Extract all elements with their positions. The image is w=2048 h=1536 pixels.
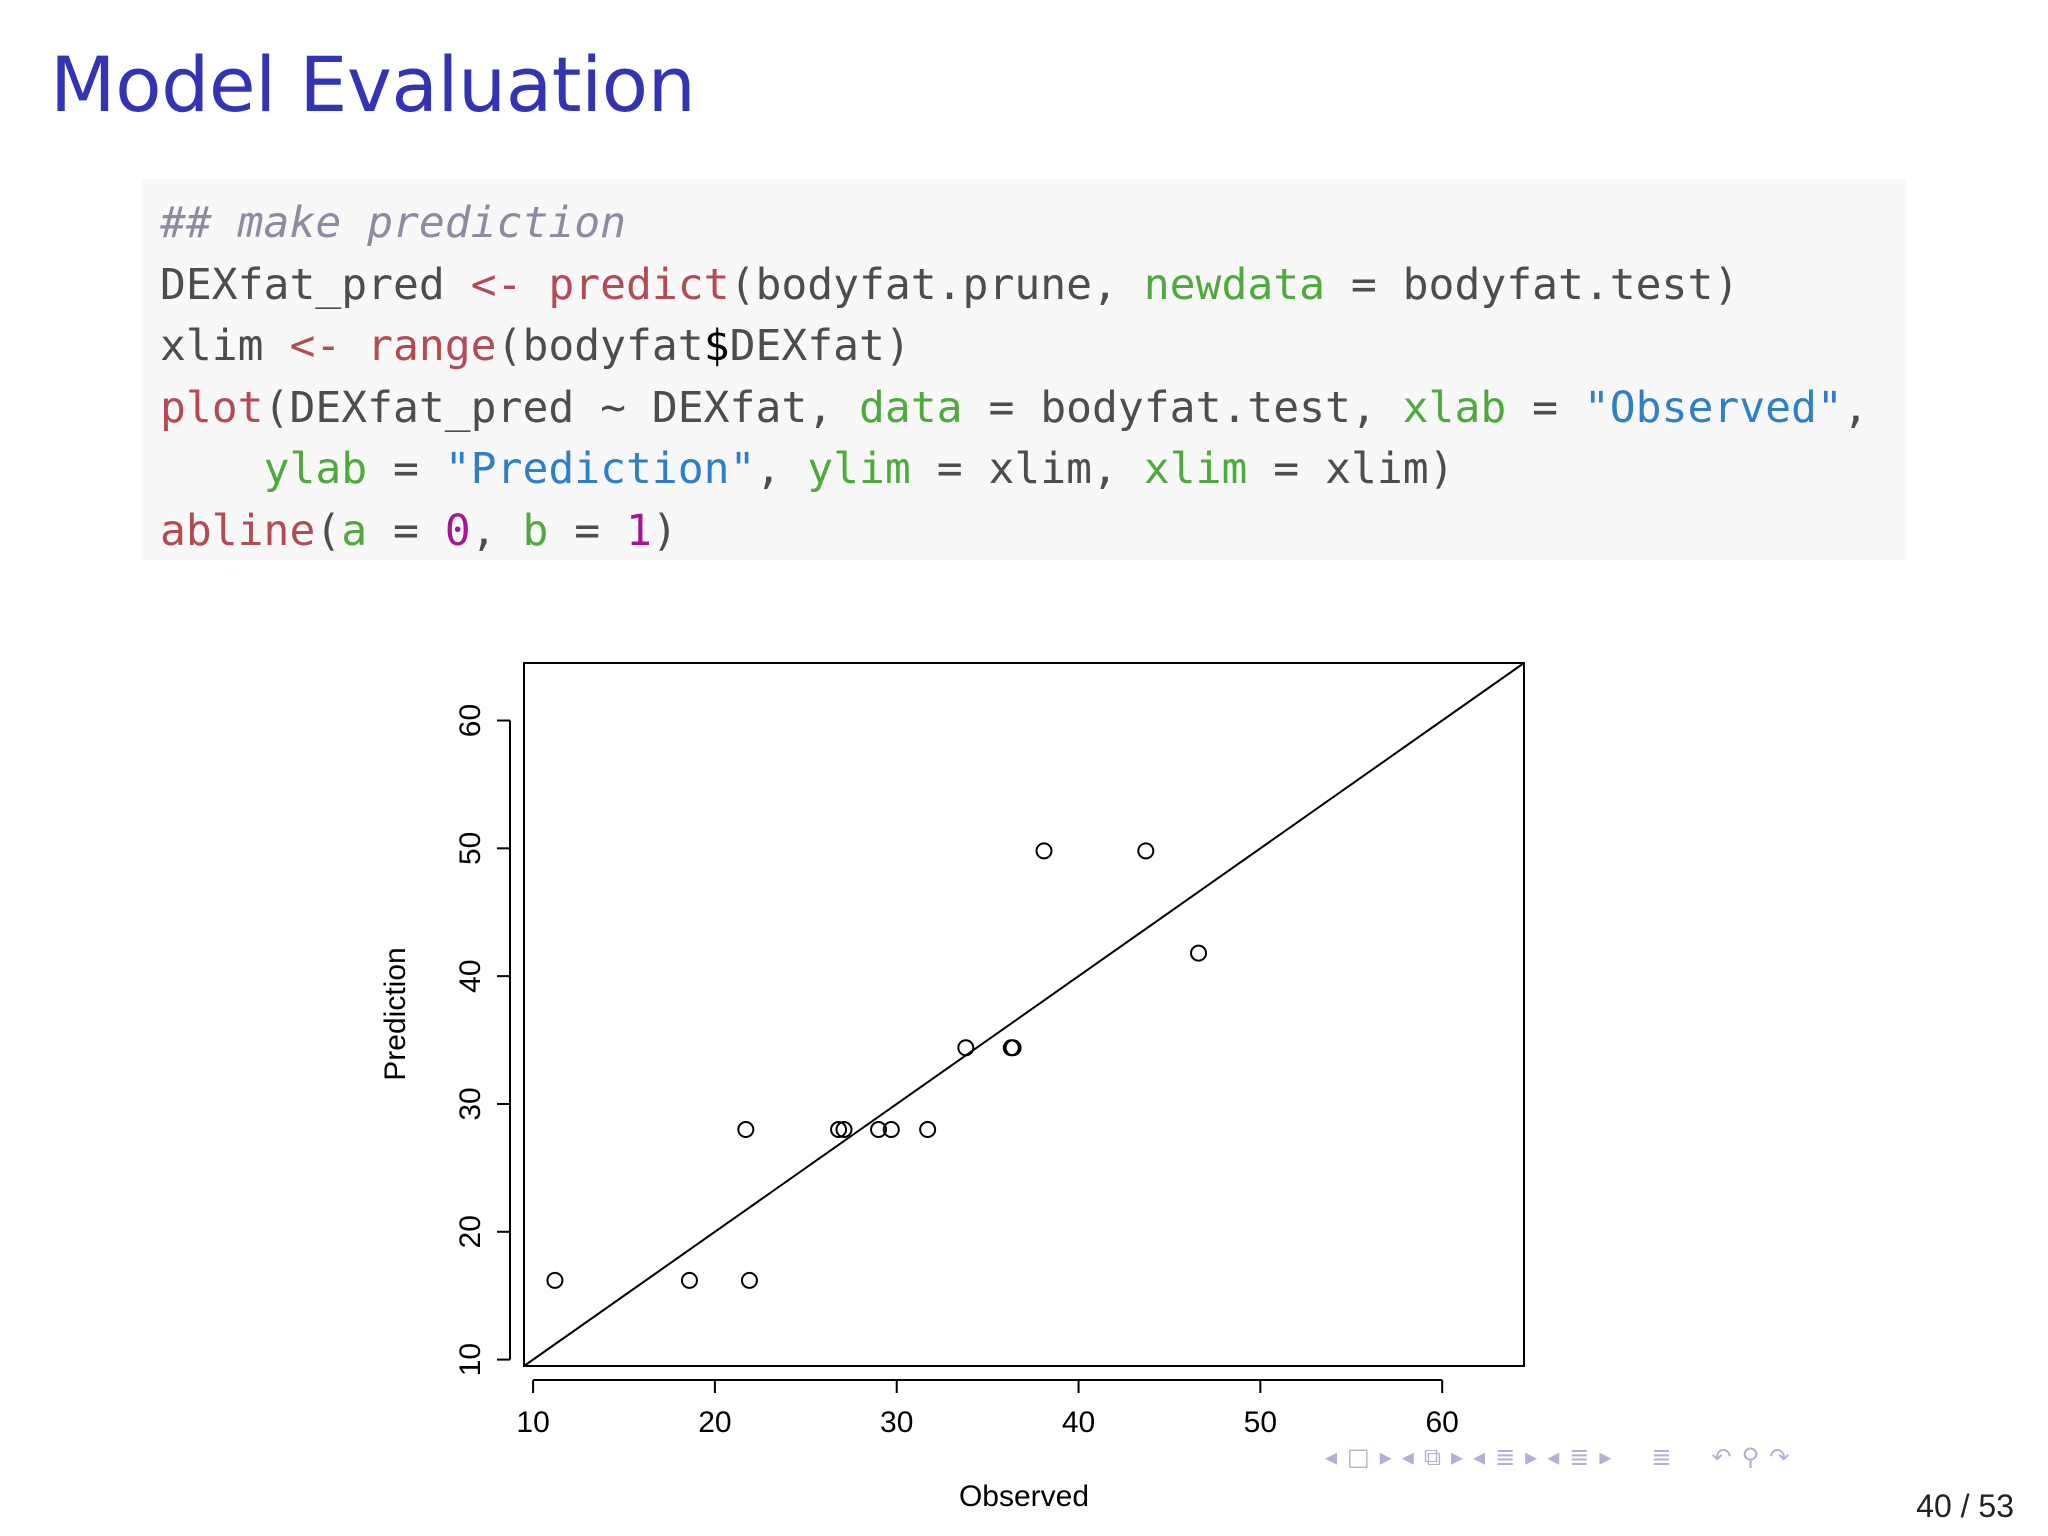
page-number: 40 / 53 <box>1916 1488 2014 1525</box>
nav-next-part-icon[interactable]: ▸ <box>1599 1443 1612 1471</box>
code-token: xlim <box>160 321 264 371</box>
code-token: = <box>910 444 989 494</box>
nav-toc-icon[interactable]: ≣ <box>1651 1443 1672 1471</box>
plot-content: 10 20 30 40 50 60 10 20 30 40 50 60 <box>454 662 1525 1439</box>
x-tick-label: 40 <box>1062 1406 1095 1439</box>
code-token: , <box>1842 382 1869 433</box>
y-tick-label: 50 <box>454 832 487 865</box>
nav-prev-frame-icon[interactable]: ◂ <box>1325 1443 1338 1471</box>
x-tick-label: 50 <box>1244 1406 1277 1439</box>
data-point <box>740 1271 758 1289</box>
x-axis-label: Observed <box>959 1480 1089 1513</box>
nav-frame-icon[interactable]: □ <box>1347 1443 1370 1471</box>
nav-subsection-icon[interactable]: ⧉ <box>1423 1443 1441 1471</box>
code-token: <- <box>470 259 523 310</box>
data-point <box>1035 842 1053 860</box>
code-token: plot <box>160 382 264 433</box>
code-token: (bodyfat <box>496 321 704 371</box>
y-axis-label: Prediction <box>379 947 412 1080</box>
page-total: 53 <box>1978 1488 2014 1524</box>
x-tick-label: 10 <box>516 1406 549 1439</box>
data-point <box>680 1271 698 1289</box>
x-tick-label: 30 <box>880 1406 913 1439</box>
code-token: ylab <box>263 444 368 494</box>
y-tick-label: 10 <box>454 1343 487 1376</box>
code-token: DEXfat) <box>729 321 911 371</box>
nav-redo-icon[interactable]: ↷ <box>1769 1443 1790 1471</box>
code-token: bodyfat.test, <box>1040 382 1403 433</box>
nav-undo-icon[interactable]: ↶ <box>1711 1443 1732 1471</box>
code-token: 0 <box>444 505 471 556</box>
code-token: = <box>962 382 1041 433</box>
abline <box>523 662 1525 1367</box>
nav-next-subsection-icon[interactable]: ▸ <box>1450 1443 1464 1471</box>
code-token: abline <box>160 505 316 556</box>
code-token: xlim) <box>1325 444 1455 494</box>
code-token: xlab <box>1402 382 1507 433</box>
data-point <box>835 1121 853 1139</box>
code-token: range <box>367 321 497 371</box>
code-block: ## make prediction DEXfat_pred <- predic… <box>142 179 1906 560</box>
code-token: xlim, <box>988 444 1144 494</box>
y-tick-label: 40 <box>454 959 487 992</box>
slide-title: Model Evaluation <box>50 40 696 129</box>
data-point <box>546 1271 564 1289</box>
data-point <box>1004 1039 1022 1057</box>
data-point <box>1190 944 1208 962</box>
data-point <box>957 1039 975 1057</box>
code-token: ( <box>315 505 342 556</box>
nav-prev-section-icon[interactable]: ◂ <box>1473 1443 1486 1471</box>
code-token: , <box>470 505 523 556</box>
code-token: a <box>341 505 368 556</box>
code-token: $ <box>703 321 730 371</box>
code-token: ylim <box>807 444 911 494</box>
code-token: = <box>367 505 445 556</box>
nav-prev-part-icon[interactable]: ◂ <box>1547 1443 1560 1471</box>
code-token: bodyfat.test) <box>1402 259 1740 310</box>
code-token: = <box>1506 382 1584 433</box>
code-token: "Prediction" <box>444 444 756 494</box>
code-token: xlim <box>1143 444 1248 494</box>
y-tick-label: 30 <box>454 1087 487 1120</box>
code-token: predict <box>548 259 730 310</box>
nav-part-icon[interactable]: ≣ <box>1569 1443 1590 1471</box>
data-point <box>737 1121 755 1139</box>
data-point <box>1137 842 1155 860</box>
nav-section-icon[interactable]: ≣ <box>1495 1443 1516 1471</box>
data-point <box>882 1121 900 1139</box>
data-point <box>870 1121 888 1139</box>
data-point <box>919 1121 937 1139</box>
nav-search-icon[interactable]: ⚲ <box>1741 1443 1760 1471</box>
code-token: 1 <box>626 505 652 556</box>
code-token: DEXfat_pred <box>160 259 445 310</box>
code-token: (bodyfat.prune, <box>729 259 1144 310</box>
code-text: ## make prediction DEXfat_pred <- predic… <box>142 179 1906 562</box>
page-separator: / <box>1960 1488 1970 1524</box>
code-token: b <box>522 505 549 556</box>
code-token: , <box>755 444 808 494</box>
y-tick-label: 20 <box>454 1215 487 1248</box>
code-token: = <box>1325 259 1403 310</box>
code-token: = <box>1247 444 1326 494</box>
code-token: = <box>367 444 445 494</box>
code-comment: ## make prediction <box>160 198 626 248</box>
plot-frame <box>523 662 1525 1367</box>
code-token: "Observed" <box>1583 382 1843 433</box>
code-token: = <box>548 505 627 556</box>
x-tick-label: 60 <box>1425 1406 1458 1439</box>
code-token: data <box>859 382 963 433</box>
code-token: <- <box>289 321 342 371</box>
code-token: (DEXfat_pred ~ DEXfat, <box>263 382 859 433</box>
x-tick-label: 20 <box>698 1406 731 1439</box>
nav-next-section-icon[interactable]: ▸ <box>1525 1443 1538 1471</box>
y-tick-label: 60 <box>454 704 487 737</box>
data-point <box>830 1121 848 1139</box>
page-current: 40 <box>1916 1488 1952 1524</box>
code-token: ) <box>651 505 678 556</box>
nav-prev-subsection-icon[interactable]: ◂ <box>1401 1443 1414 1471</box>
beamer-nav: ◂ □ ▸ ◂ ⧉ ▸ ◂ ≣ ▸ ◂ ≣ ▸ ≣ ↶ ⚲ ↷ <box>1325 1443 1789 1471</box>
nav-next-frame-icon[interactable]: ▸ <box>1379 1443 1392 1471</box>
code-token: newdata <box>1143 259 1325 310</box>
